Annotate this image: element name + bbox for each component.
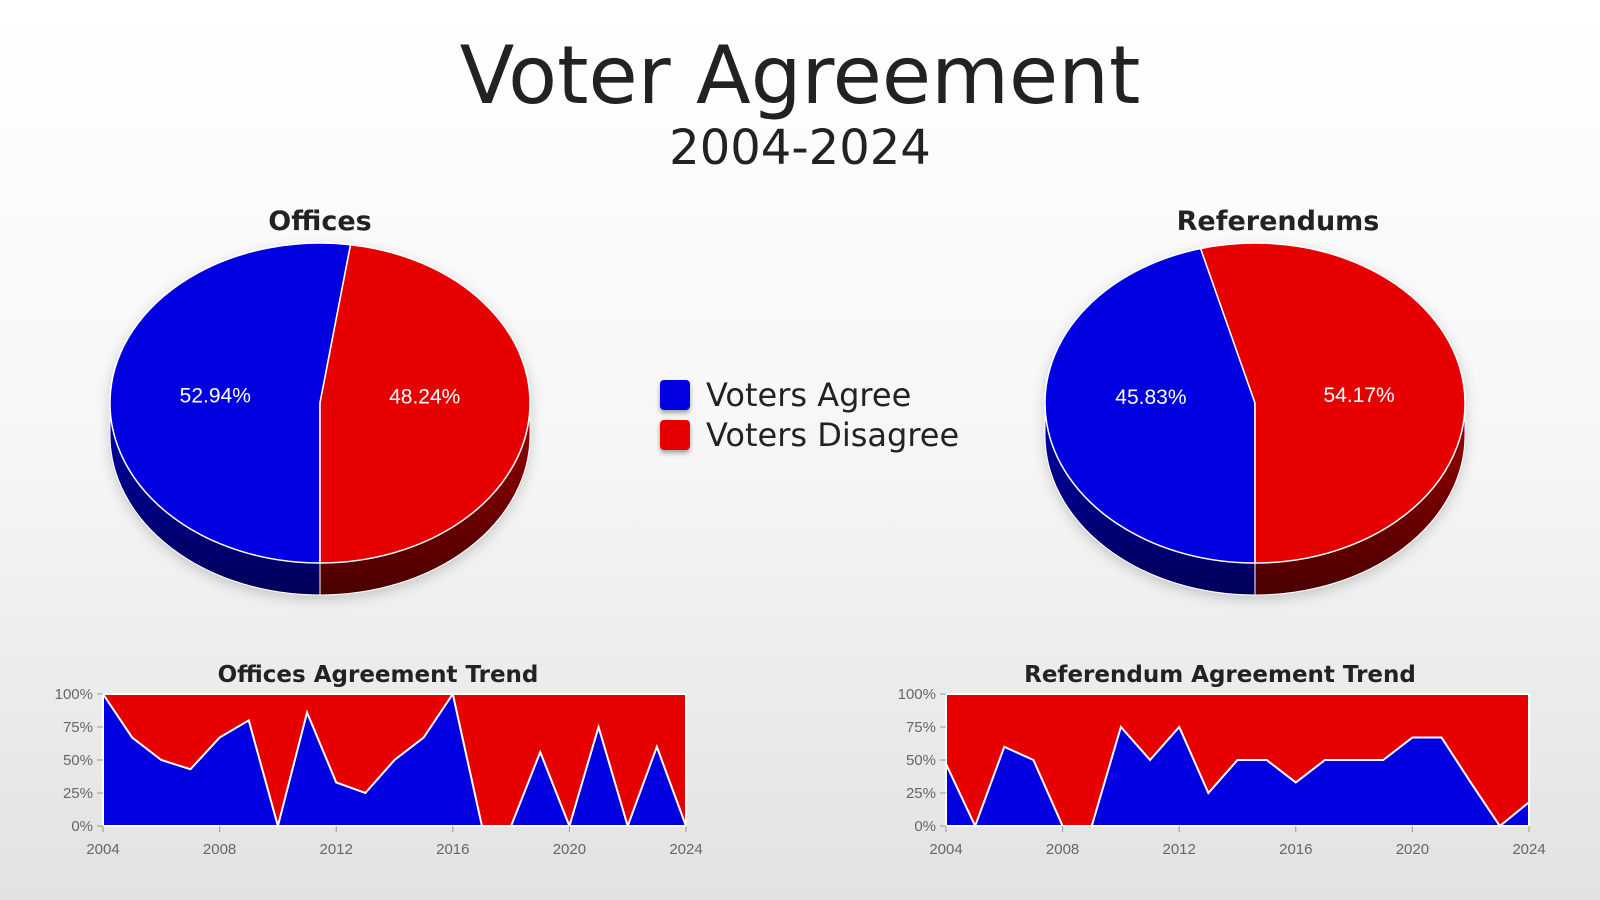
legend-item-agree[interactable]: Voters Agree — [660, 375, 959, 415]
offices-trend-y-tick-label: 75% — [63, 719, 93, 736]
page-subtitle: 2004-2024 — [669, 120, 931, 176]
referendum-trend-series-line — [945, 724, 1530, 829]
offices-trend-y-tick-label: 0% — [71, 818, 93, 835]
referendum-trend-y-tick-label: 25% — [906, 785, 936, 802]
offices-pie — [109, 242, 531, 596]
referendum-trend-x-tick-label: 2012 — [1163, 841, 1196, 858]
referendum-trend-x-tick-label: 2020 — [1396, 841, 1429, 858]
legend-label-disagree: Voters Disagree — [706, 416, 960, 454]
referendum-trend-y-tick-label: 0% — [914, 818, 936, 835]
offices-trend-title: Offices Agreement Trend — [217, 662, 539, 688]
offices-trend-x-tick-label: 2020 — [553, 841, 586, 858]
offices-trend-x-tick-label: 2024 — [669, 841, 702, 858]
referendums-pie-title: Referendums — [1176, 206, 1380, 237]
offices-slice-label-agree: 52.94% — [180, 384, 251, 407]
page-title: Voter Agreement — [459, 29, 1141, 122]
legend-item-disagree[interactable]: Voters Disagree — [660, 415, 959, 455]
offices-slice-agree[interactable] — [109, 242, 352, 564]
offices-trend-y-tick-label: 50% — [63, 752, 93, 769]
offices-trend-series-line — [102, 691, 687, 830]
referendums-slice-label-disagree: 54.17% — [1323, 384, 1394, 407]
referendums-slice-label-agree: 45.83% — [1115, 386, 1186, 409]
referendum-trend-x-tick-label: 2004 — [929, 841, 962, 858]
offices-pie-title: Offices — [268, 206, 372, 237]
referendum-trend-area-agree[interactable] — [946, 727, 1529, 826]
offices-slice-disagree[interactable] — [319, 243, 531, 564]
legend-swatch-disagree — [660, 420, 690, 450]
legend-swatch-agree — [660, 380, 690, 410]
legend: Voters Agree Voters Disagree — [660, 375, 959, 455]
offices-trend-x-tick-label: 2012 — [320, 841, 353, 858]
offices-slice-label-disagree: 48.24% — [389, 386, 460, 409]
referendums-slice-disagree[interactable] — [1199, 242, 1466, 564]
referendums-pie — [1044, 242, 1466, 596]
referendum-trend-x-tick-label: 2008 — [1046, 841, 1079, 858]
offices-trend-x-tick-label: 2004 — [86, 841, 119, 858]
offices-trend-x-tick-label: 2016 — [436, 841, 469, 858]
legend-label-agree: Voters Agree — [706, 376, 912, 414]
referendum-trend-y-tick-label: 50% — [906, 752, 936, 769]
referendums-slice-agree[interactable] — [1044, 247, 1256, 564]
referendum-trend-y-tick-label: 75% — [906, 719, 936, 736]
offices-trend-y-tick-label: 25% — [63, 785, 93, 802]
referendum-trend-y-tick-label: 100% — [898, 686, 936, 703]
referendum-trend-x-tick-label: 2016 — [1279, 841, 1312, 858]
referendum-trend-title: Referendum Agreement Trend — [1024, 662, 1416, 688]
referendum-trend-x-tick-label: 2024 — [1512, 841, 1545, 858]
offices-trend-x-tick-label: 2008 — [203, 841, 236, 858]
offices-trend-y-tick-label: 100% — [55, 686, 93, 703]
